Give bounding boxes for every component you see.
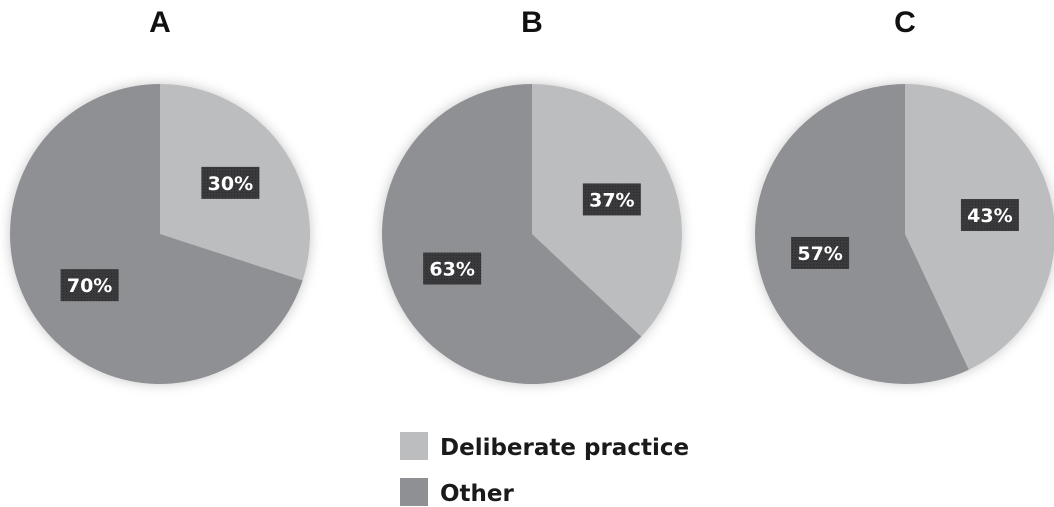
pie-panel-b: B 37% 63% (382, 6, 683, 384)
pie-title-c: C (894, 6, 916, 39)
svg-text:43%: 43% (967, 205, 1012, 227)
pie-slice-a-other (10, 84, 303, 385)
pie-slice-b-other (382, 84, 642, 384)
pie-slice-c-other (755, 84, 969, 384)
legend-label-other: Other (440, 481, 515, 507)
data-label-c-other: 57% (791, 236, 850, 269)
pie-panel-a: A 30% 70% (10, 6, 310, 385)
legend-swatch-deliberate-practice (400, 432, 428, 460)
legend-item-deliberate-practice: Deliberate practice (400, 432, 689, 461)
svg-text:30%: 30% (208, 173, 253, 195)
pie-a (10, 84, 310, 385)
data-label-b-deliberate-practice: 37% (582, 183, 641, 216)
pie-title-b: B (521, 6, 543, 39)
pie-panel-c: C 43% 57% (755, 6, 1054, 384)
data-label-a-other: 70% (60, 269, 119, 302)
pie-c (755, 84, 1054, 384)
legend: Deliberate practice Other (400, 432, 689, 507)
svg-text:37%: 37% (589, 189, 634, 211)
svg-text:70%: 70% (67, 275, 112, 297)
legend-item-other: Other (400, 478, 515, 507)
data-label-a-deliberate-practice: 30% (201, 166, 260, 199)
legend-swatch-other (400, 478, 428, 506)
svg-text:63%: 63% (429, 259, 474, 281)
pie-title-a: A (149, 6, 171, 39)
legend-label-deliberate-practice: Deliberate practice (440, 435, 689, 461)
data-label-c-deliberate-practice: 43% (960, 199, 1019, 232)
pie-b (382, 84, 683, 384)
svg-text:57%: 57% (797, 243, 842, 265)
data-label-b-other: 63% (423, 252, 482, 285)
